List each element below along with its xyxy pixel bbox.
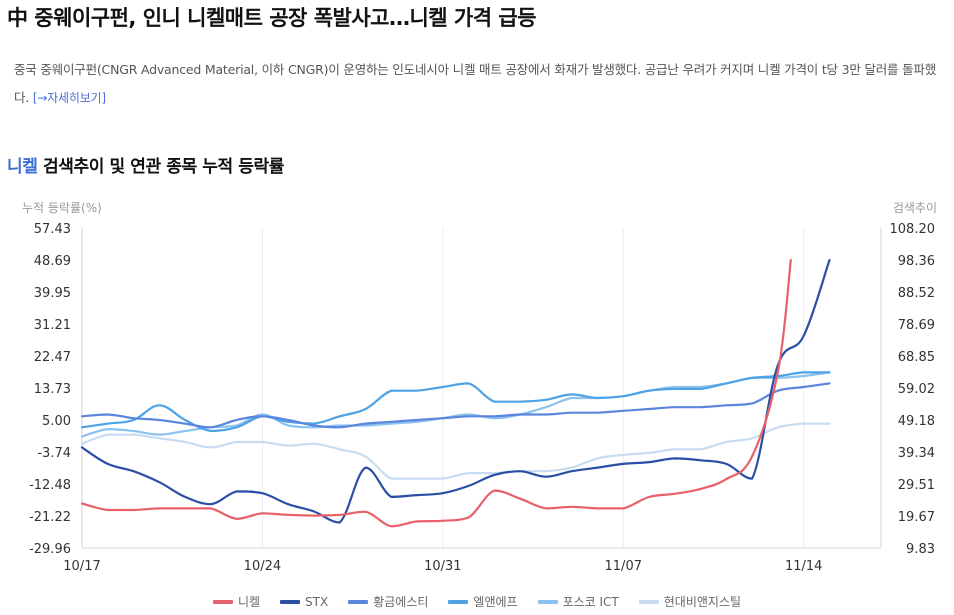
- legend-label: 황금에스티: [373, 595, 429, 609]
- legend-item[interactable]: 현대비앤지스틸: [638, 593, 742, 610]
- series-line-5: [80, 371, 831, 438]
- y2-tick-label: 68.85: [898, 350, 935, 365]
- legend-swatch: [638, 599, 659, 604]
- y2-tick-label: 9.83: [906, 542, 935, 557]
- series-line-4: [80, 371, 831, 433]
- headline: 中 중웨이구펀, 인니 니켈매트 공장 폭발사고…니켈 가격 급등: [7, 6, 537, 30]
- y-tick-label: -21.22: [29, 510, 71, 525]
- x-tick-label: 11/14: [785, 559, 822, 574]
- x-tick-label: 11/07: [605, 559, 642, 574]
- more-link[interactable]: [→자세히보기]: [32, 91, 106, 105]
- legend-label: 니켈: [237, 595, 261, 609]
- y-tick-label: 13.73: [34, 382, 71, 397]
- y2-tick-label: 98.36: [898, 254, 935, 269]
- legend-label: 엘앤에프: [473, 595, 518, 609]
- y-tick-label: -29.96: [29, 542, 71, 557]
- x-tick-label: 10/31: [424, 559, 461, 574]
- article-summary: 중국 중웨이구펀(CNGR Advanced Material, 이하 CNGR…: [14, 56, 944, 112]
- legend-item[interactable]: STX: [280, 593, 328, 610]
- legend-swatch: [537, 599, 558, 604]
- y2-tick-label: 39.34: [898, 446, 935, 461]
- y-tick-label: -3.74: [37, 446, 71, 461]
- x-tick-label: 10/17: [63, 559, 100, 574]
- y-tick-label: 5.00: [42, 414, 71, 429]
- series-line-2: [80, 258, 831, 524]
- y2-tick-label: 19.67: [898, 510, 935, 525]
- legend-swatch: [348, 599, 369, 604]
- series-line-3: [80, 382, 831, 429]
- y2-tick-label: 29.51: [898, 478, 935, 493]
- y-tick-label: 39.95: [34, 286, 71, 301]
- chart-title: 니켈 검색추이 및 연관 종목 누적 등락률: [7, 152, 284, 177]
- chart-legend: 니켈 STX 황금에스티 엘앤에프 포스코 ICT 현대비앤지스틸: [0, 593, 954, 610]
- y2-tick-label: 88.52: [898, 286, 935, 301]
- chart-title-rest: 검색추이 및 연관 종목 누적 등락률: [37, 157, 284, 177]
- y-tick-label: 57.43: [34, 222, 71, 237]
- x-tick-label: 10/24: [244, 559, 281, 574]
- legend-item[interactable]: 황금에스티: [348, 593, 428, 610]
- y-tick-label: 48.69: [34, 254, 71, 269]
- legend-item[interactable]: 엘앤에프: [448, 593, 518, 610]
- summary-text: 중국 중웨이구펀(CNGR Advanced Material, 이하 CNGR…: [14, 62, 937, 105]
- legend-label: 포스코 ICT: [562, 595, 619, 609]
- series-line-1: [80, 258, 792, 528]
- chart-title-keyword: 니켈: [7, 157, 38, 177]
- y-tick-label: 31.21: [34, 318, 71, 333]
- y2-tick-label: 108.20: [890, 222, 936, 237]
- legend-swatch: [448, 599, 469, 604]
- legend-swatch: [280, 599, 301, 604]
- legend-label: 현대비앤지스틸: [663, 595, 742, 609]
- y-tick-label: 22.47: [34, 350, 71, 365]
- y2-tick-label: 78.69: [898, 318, 935, 333]
- series-line-6: [80, 422, 831, 480]
- y2-tick-label: 49.18: [898, 414, 935, 429]
- legend-label: STX: [305, 594, 329, 609]
- y-axis-title: 누적 등락률(%): [22, 201, 102, 215]
- legend-swatch: [212, 599, 233, 604]
- legend-item[interactable]: 니켈: [212, 593, 261, 610]
- y-tick-label: -12.48: [29, 478, 71, 493]
- y2-axis-title: 검색추이: [893, 201, 937, 215]
- legend-item[interactable]: 포스코 ICT: [537, 593, 619, 610]
- y2-tick-label: 59.02: [898, 382, 935, 397]
- line-chart: 누적 등락률(%) 검색추이 57.43 48.69 39.95 31.21 22.47 13…: [22, 201, 937, 574]
